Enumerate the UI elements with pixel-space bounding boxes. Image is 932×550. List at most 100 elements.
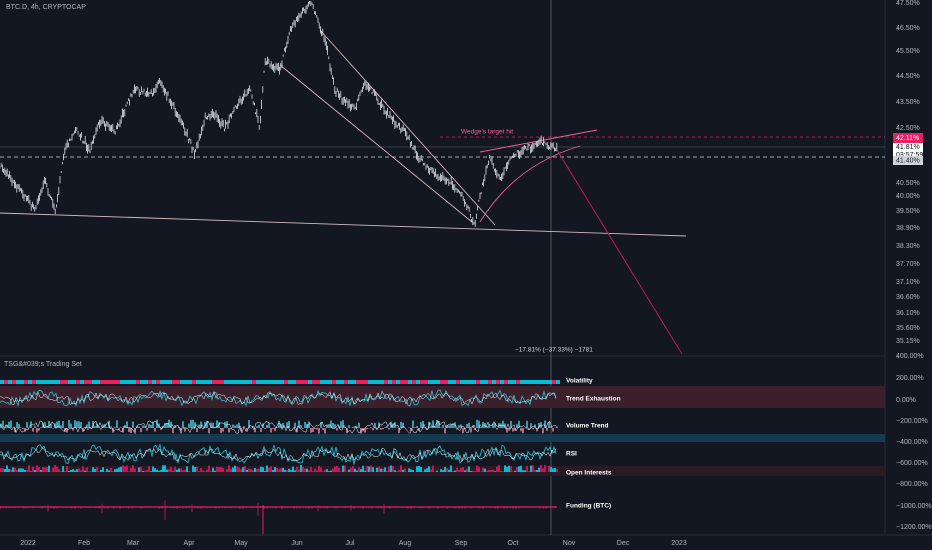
histogram (496, 428, 498, 430)
volatility-cell (368, 380, 372, 384)
volatility-cell (396, 380, 400, 384)
histogram (114, 426, 116, 428)
volatility-cell (268, 380, 272, 384)
histogram (58, 420, 60, 428)
symbol: BTC.D, 4h, CRYPTOCAP (6, 4, 86, 11)
histogram (410, 428, 412, 432)
oi-bar (52, 467, 54, 472)
volatility-cell (56, 380, 60, 384)
band (0, 434, 885, 442)
oscillator (0, 448, 557, 462)
oi-bar (150, 471, 152, 472)
oi-bar (466, 468, 468, 472)
histogram (198, 424, 200, 428)
histogram (150, 424, 152, 428)
time-tick-label: Nov (563, 540, 576, 547)
histogram (256, 426, 258, 428)
histogram (424, 427, 426, 428)
oi-bar (332, 468, 334, 472)
histogram (74, 420, 76, 428)
oi-bar (530, 465, 532, 472)
volatility-cell (556, 380, 560, 384)
histogram (210, 422, 212, 428)
histogram (342, 420, 344, 428)
oi-bar (288, 468, 290, 472)
indicator-tick-label: 0.00% (896, 397, 916, 404)
histogram (98, 426, 100, 428)
histogram (386, 425, 388, 428)
histogram (278, 420, 280, 428)
volatility-cell (244, 380, 248, 384)
histogram (382, 428, 384, 430)
histogram (122, 428, 124, 433)
histogram (224, 421, 226, 428)
histogram (492, 423, 494, 428)
oi-bar (18, 468, 20, 472)
oi-bar (118, 467, 120, 472)
histogram (302, 428, 304, 429)
histogram (134, 428, 136, 434)
oi-bar (172, 470, 174, 472)
volatility-cell (492, 380, 496, 384)
oi-bar (32, 466, 34, 472)
histogram (106, 427, 108, 428)
histogram (448, 425, 450, 428)
volatility-cell (484, 380, 488, 384)
oi-bar (286, 470, 288, 472)
volatility-cell (32, 380, 36, 384)
oi-bar (326, 469, 328, 472)
oi-bar (24, 469, 26, 472)
volatility-cell (200, 380, 204, 384)
oi-bar (364, 470, 366, 472)
histogram (62, 421, 64, 428)
oi-bar (126, 465, 128, 472)
oi-bar (182, 470, 184, 472)
oi-bar (386, 470, 388, 472)
volatility-cell (552, 380, 556, 384)
oi-bar (244, 466, 246, 472)
volatility-cell (528, 380, 532, 384)
oi-bar (218, 467, 220, 472)
histogram (304, 421, 306, 428)
histogram (472, 425, 474, 428)
volatility-cell (120, 380, 124, 384)
histogram (344, 426, 346, 428)
histogram (18, 424, 20, 428)
oi-bar (274, 467, 276, 472)
histogram (272, 428, 274, 429)
oi-bar (448, 469, 450, 472)
histogram (354, 426, 356, 428)
oi-bar (372, 467, 374, 472)
volatility-cell (464, 380, 468, 384)
oi-bar (408, 468, 410, 472)
oi-bar (418, 465, 420, 472)
volatility-cell (188, 380, 192, 384)
oi-bar (166, 469, 168, 472)
volatility-cell (4, 380, 8, 384)
price-tick-label: 39.50% (896, 208, 920, 215)
oi-bar (230, 468, 232, 472)
badge-text: 41.40% (896, 157, 920, 164)
oi-bar (180, 468, 182, 472)
histogram (16, 422, 18, 428)
oi-bar (14, 467, 16, 472)
volatility-cell (144, 380, 148, 384)
histogram (46, 426, 48, 428)
oi-bar (238, 467, 240, 472)
histogram (326, 425, 328, 428)
histogram (546, 428, 548, 431)
histogram (348, 425, 350, 428)
oi-bar (500, 470, 502, 472)
histogram (288, 421, 290, 428)
histogram (152, 421, 154, 428)
oi-bar (376, 467, 378, 472)
oi-bar (236, 466, 238, 472)
volatility-cell (384, 380, 388, 384)
volatility-cell (288, 380, 292, 384)
oi-bar (540, 465, 542, 472)
volatility-cell (12, 380, 16, 384)
histogram (42, 422, 44, 428)
histogram (94, 426, 96, 428)
histogram (482, 422, 484, 428)
indicator-tick-label: 200.00% (896, 375, 924, 382)
